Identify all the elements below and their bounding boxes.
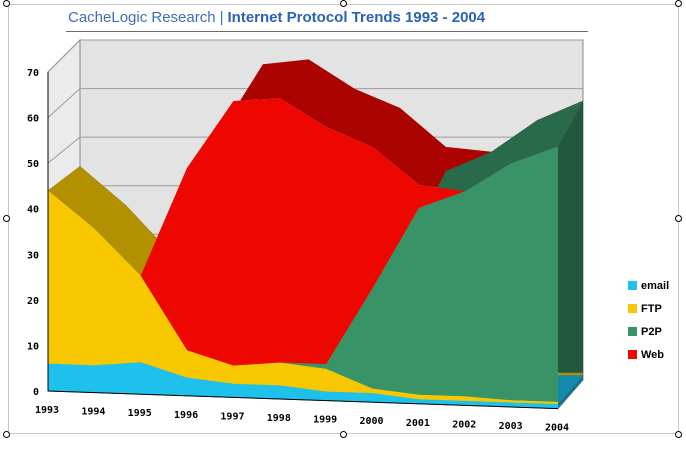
legend-item-email: email bbox=[628, 274, 669, 297]
legend-swatch bbox=[628, 304, 637, 313]
series-area-Web bbox=[48, 98, 558, 366]
x-tick-label: 2002 bbox=[452, 419, 476, 430]
chart-title: CacheLogic Research | Internet Protocol Tr… bbox=[68, 9, 485, 26]
y-tick-label: 70 bbox=[27, 68, 39, 79]
legend-swatch bbox=[628, 327, 637, 336]
title-main: Internet Protocol Trends 1993 - 2004 bbox=[227, 9, 486, 26]
y-tick-label: 0 bbox=[33, 387, 39, 398]
x-tick-label: 1997 bbox=[220, 411, 244, 422]
y-tick-label: 50 bbox=[27, 159, 39, 170]
legend-item-ftp: FTP bbox=[628, 297, 669, 320]
legend-swatch bbox=[628, 350, 637, 359]
x-tick-label: 2000 bbox=[359, 416, 383, 427]
x-tick-label: 1996 bbox=[174, 410, 198, 421]
y-tick-label: 20 bbox=[27, 296, 39, 307]
resize-handle-middle-right[interactable] bbox=[675, 215, 682, 222]
legend-label: email bbox=[641, 279, 670, 292]
series-area-P2P bbox=[48, 146, 558, 402]
series-side-P2P bbox=[558, 100, 583, 402]
resize-handle-top-center[interactable] bbox=[340, 0, 347, 7]
x-tick-label: 1993 bbox=[35, 405, 59, 416]
series-side-email bbox=[558, 375, 583, 409]
y-tick-label: 10 bbox=[27, 341, 39, 352]
resize-handle-top-right[interactable] bbox=[675, 0, 682, 7]
x-tick-label: 2001 bbox=[406, 418, 430, 429]
x-tick-label: 1998 bbox=[267, 413, 291, 424]
resize-handle-top-left[interactable] bbox=[3, 0, 10, 7]
title-separator: | bbox=[219, 9, 224, 26]
legend-swatch bbox=[628, 281, 637, 290]
series-area-FTP bbox=[48, 190, 558, 405]
resize-handle-middle-left[interactable] bbox=[3, 215, 10, 222]
title-organization: CacheLogic Research bbox=[68, 9, 216, 26]
x-tick-label: 1999 bbox=[313, 415, 337, 426]
title-underline bbox=[66, 31, 588, 32]
x-axis-line bbox=[47, 390, 559, 410]
x-tick-label: 2003 bbox=[499, 421, 523, 432]
gridline-60 bbox=[47, 88, 583, 118]
resize-handle-bottom-left[interactable] bbox=[3, 431, 10, 438]
x-tick-label: 1995 bbox=[128, 408, 152, 419]
legend-label: FTP bbox=[641, 302, 662, 315]
x-tick-label: 2004 bbox=[545, 423, 569, 434]
y-tick-label: 40 bbox=[27, 205, 39, 216]
legend-item-p2p: P2P bbox=[628, 320, 669, 343]
legend: email FTP P2P Web bbox=[628, 274, 669, 366]
y-tick-label: 60 bbox=[27, 114, 39, 125]
resize-handle-bottom-center[interactable] bbox=[340, 431, 347, 438]
series-area-email bbox=[48, 362, 558, 409]
y-tick-label: 30 bbox=[27, 250, 39, 261]
gridline-70 bbox=[47, 39, 583, 73]
x-tick-label: 1994 bbox=[81, 407, 105, 418]
legend-label: Web bbox=[641, 348, 665, 361]
legend-item-web: Web bbox=[628, 343, 669, 366]
legend-label: P2P bbox=[641, 325, 662, 338]
resize-handle-bottom-right[interactable] bbox=[675, 431, 682, 438]
